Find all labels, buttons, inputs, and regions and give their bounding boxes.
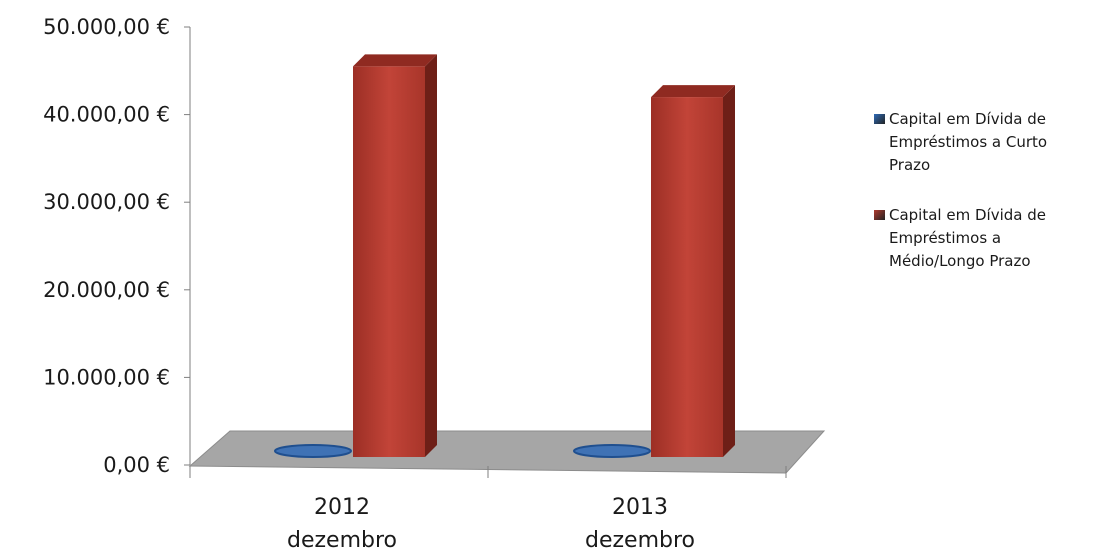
x-tick-label: 2013 dezembro — [585, 495, 695, 553]
x-tick-label: 2012 dezembro — [287, 495, 397, 553]
bar-side-face — [723, 85, 735, 457]
x-tick-label-line: dezembro — [585, 528, 695, 553]
y-tick-label: 0,00 € — [103, 453, 170, 477]
bar-short-term[interactable] — [274, 444, 352, 458]
y-tick-label: 50.000,00 € — [43, 15, 170, 39]
legend-item-long-term[interactable]: Capital em Dívida de Empréstimos a Médio… — [872, 204, 1087, 272]
legend-label-short-term: Capital em Dívida de Empréstimos a Curto… — [889, 110, 1048, 174]
bar-front-face — [651, 97, 723, 457]
y-tick-label: 10.000,00 € — [43, 365, 170, 389]
x-tick-label-line: dezembro — [287, 528, 397, 553]
bar-short-term[interactable] — [573, 444, 651, 458]
bar-side-face — [425, 54, 437, 458]
x-tick-label-line: 2012 — [314, 495, 370, 520]
legend: Capital em Dívida de Empréstimos a Curto… — [872, 108, 1087, 301]
bar-front-face — [353, 66, 425, 458]
bar-long-term[interactable] — [651, 85, 735, 457]
bar-top-face — [353, 54, 437, 67]
legend-item-short-term[interactable]: Capital em Dívida de Empréstimos a Curto… — [872, 108, 1087, 176]
y-tick-label: 20.000,00 € — [43, 278, 170, 302]
legend-swatch-long-term — [874, 210, 885, 221]
y-tick-label: 40.000,00 € — [43, 103, 170, 127]
bar-top-face — [651, 85, 735, 98]
legend-label-long-term: Capital em Dívida de Empréstimos a Médio… — [889, 206, 1046, 270]
legend-swatch-short-term — [874, 114, 885, 124]
bar-long-term[interactable] — [353, 54, 437, 458]
y-tick-label: 30.000,00 € — [43, 190, 170, 214]
x-tick-label-line: 2013 — [612, 495, 668, 520]
